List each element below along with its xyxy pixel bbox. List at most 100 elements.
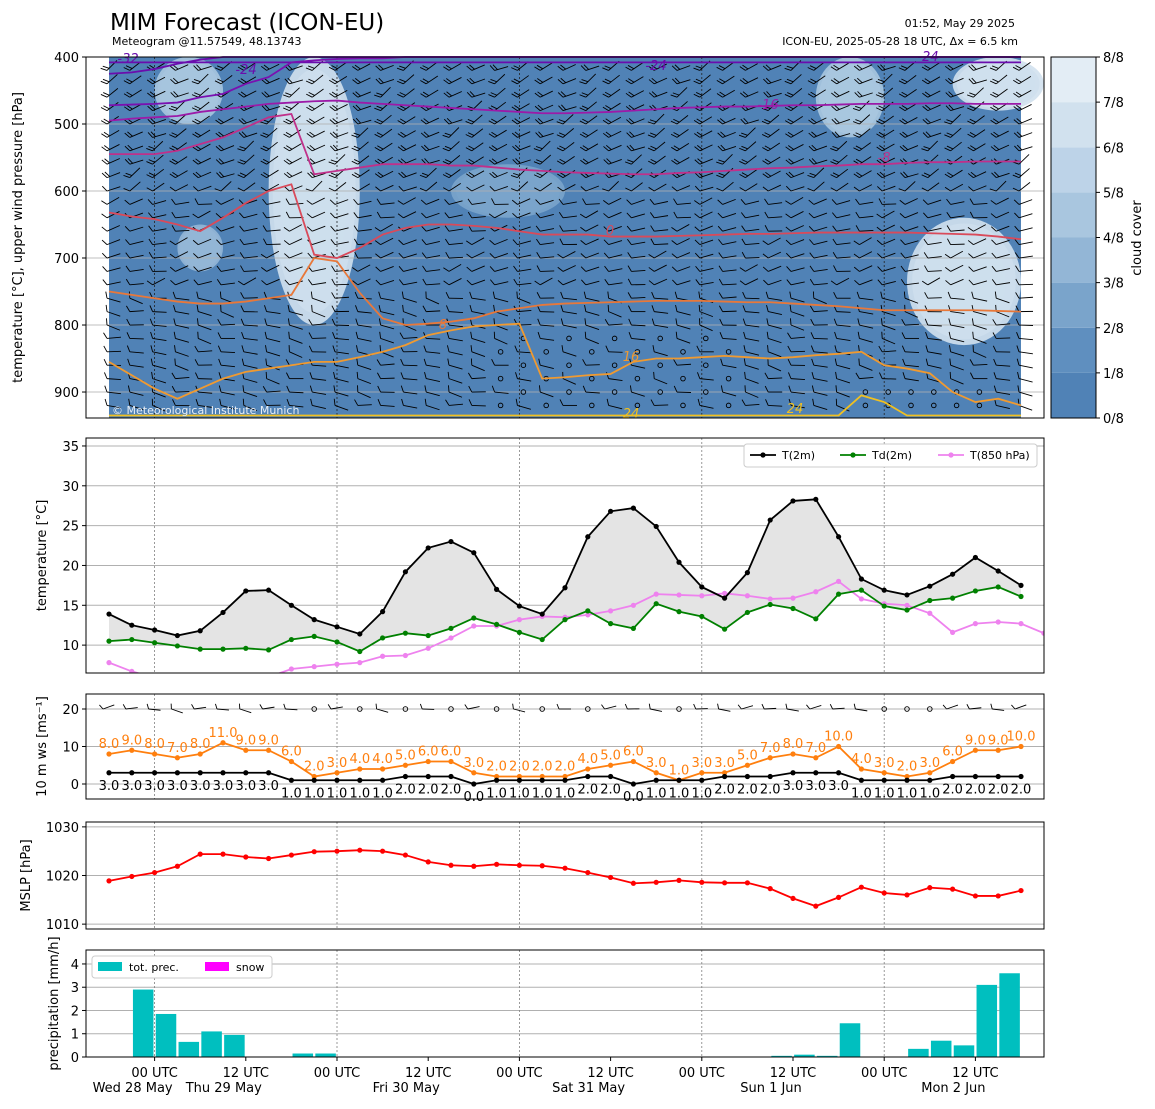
- t-850-hpa--point: [950, 630, 955, 635]
- td-2m--point: [631, 626, 636, 631]
- gust-wind-label: 7.0: [167, 741, 188, 756]
- gust-wind-point: [927, 770, 932, 775]
- mslp-point: [813, 904, 818, 909]
- t-850-hpa--point: [198, 681, 203, 686]
- t-850-hpa--point: [380, 654, 385, 659]
- gust-wind-point: [471, 770, 476, 775]
- precip-bar: [954, 1045, 975, 1057]
- mslp-point: [152, 870, 157, 875]
- wind-barb-staff: [947, 705, 958, 709]
- legend-swatch: [205, 962, 229, 971]
- x-tick-label: 00 UTC: [679, 1066, 725, 1081]
- wind-barb-flag: [123, 704, 126, 709]
- wind-barb: [625, 704, 639, 709]
- gust-wind-point: [973, 748, 978, 753]
- y-axis-label: temperature [°C], upper wind pressure [h…: [11, 92, 26, 383]
- td-2m--point: [996, 584, 1001, 589]
- mslp-point: [745, 880, 750, 885]
- wind-barb: [260, 702, 275, 709]
- wind-barb: [830, 703, 844, 709]
- mean-wind-point: [562, 778, 567, 783]
- wind-barb-flag: [511, 704, 514, 709]
- t-2m--point: [152, 627, 157, 632]
- td-2m--point: [494, 622, 499, 627]
- mslp-point: [654, 880, 659, 885]
- t-2m--point: [471, 550, 476, 555]
- gust-wind-label: 3.0: [646, 756, 667, 771]
- mean-wind-label: 0.0: [463, 790, 484, 805]
- wind-barb-flag: [375, 704, 378, 709]
- t-2m--point: [334, 624, 339, 629]
- mslp-point: [631, 881, 636, 886]
- t-2m--point: [312, 617, 317, 622]
- mean-wind-label: 2.0: [988, 783, 1009, 798]
- t-850-hpa--point: [426, 646, 431, 651]
- t-2m--point: [790, 498, 795, 503]
- t-850-hpa--point: [927, 611, 932, 616]
- wind-barb: [465, 702, 480, 710]
- y-tick-label: 1030: [46, 821, 79, 836]
- gust-wind-point: [266, 748, 271, 753]
- td-2m--point: [289, 637, 294, 642]
- gust-wind-label: 6.0: [418, 745, 439, 760]
- legend-label: T(850 hPa): [969, 449, 1030, 462]
- mean-wind-label: 2.0: [965, 783, 986, 798]
- td-2m--point: [448, 626, 453, 631]
- mean-wind-label: 2.0: [418, 783, 439, 798]
- mean-wind-point: [289, 778, 294, 783]
- mean-wind-label: 2.0: [760, 783, 781, 798]
- copyright-text: © Meteorological Institute Munich: [112, 404, 299, 417]
- t-2m--point: [106, 611, 111, 616]
- td-2m--point: [129, 637, 134, 642]
- gust-wind-label: 2.0: [509, 760, 530, 775]
- t-2m--point: [585, 534, 590, 539]
- mslp-point: [380, 849, 385, 854]
- gust-wind-point: [768, 755, 773, 760]
- gust-wind-point: [1018, 744, 1023, 749]
- wind-barb: [943, 700, 958, 709]
- mslp-point: [676, 878, 681, 883]
- gust-wind-point: [882, 770, 887, 775]
- t-2m--point: [380, 609, 385, 614]
- gust-wind-point: [608, 763, 613, 768]
- td-2m--point: [175, 643, 180, 648]
- mean-wind-point: [836, 770, 841, 775]
- mean-wind-point: [790, 770, 795, 775]
- td-2m--point: [471, 615, 476, 620]
- wind-barb-staff: [171, 709, 182, 713]
- y-tick-label: 500: [54, 118, 79, 133]
- gust-wind-label: 7.0: [760, 741, 781, 756]
- y-tick-label: 3: [71, 981, 79, 996]
- mean-wind-point: [631, 781, 636, 786]
- colorbar-tick-label: 5/8: [1103, 186, 1124, 201]
- wind-barb-staff: [764, 708, 776, 709]
- td-2m--point: [152, 640, 157, 645]
- mean-wind-label: 2.0: [737, 783, 758, 798]
- mslp-point: [996, 893, 1001, 898]
- td-2m--point: [106, 639, 111, 644]
- wind-barb: [694, 704, 708, 709]
- mslp-point: [334, 849, 339, 854]
- t-850-hpa--point: [768, 596, 773, 601]
- t-850-hpa--point: [745, 593, 750, 598]
- mslp-point: [562, 866, 567, 871]
- gust-wind-point: [152, 751, 157, 756]
- mean-wind-label: 3.0: [783, 779, 804, 794]
- gust-wind-point: [357, 766, 362, 771]
- y-tick-label: 1: [71, 1028, 79, 1043]
- gust-wind-point: [243, 748, 248, 753]
- mslp-point: [927, 885, 932, 890]
- mean-wind-point: [927, 778, 932, 783]
- wind-barb-flag: [694, 704, 696, 709]
- t-2m--point: [1018, 583, 1023, 588]
- gust-wind-point: [380, 766, 385, 771]
- mslp-point: [882, 890, 887, 895]
- x-date-label: Mon 2 Jun: [921, 1081, 985, 1096]
- gust-wind-label: 4.0: [349, 752, 370, 767]
- td-2m--point: [654, 601, 659, 606]
- mslp-point: [585, 870, 590, 875]
- wind-barb-flag: [762, 704, 764, 709]
- mslp-point: [517, 863, 522, 868]
- wind-barb-flag: [215, 704, 217, 709]
- td-2m--point: [585, 608, 590, 613]
